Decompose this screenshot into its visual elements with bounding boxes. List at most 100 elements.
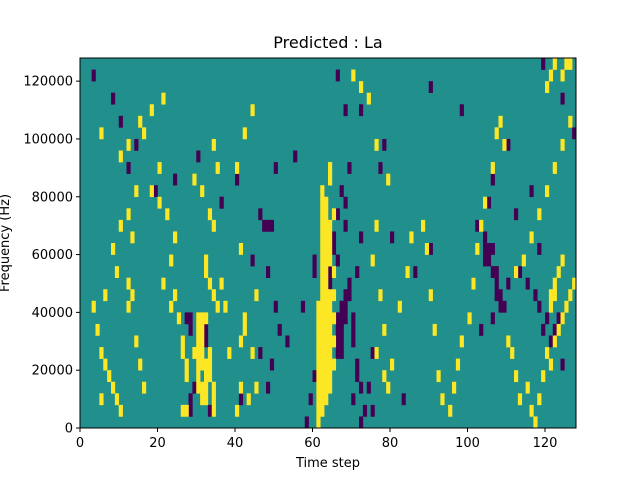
heatmap-cell-high xyxy=(382,323,387,336)
heatmap-cell-low xyxy=(506,138,511,151)
heatmap-cell-high xyxy=(324,266,329,278)
heatmap-cell-high xyxy=(328,312,333,325)
heatmap-cell-high xyxy=(366,92,371,105)
heatmap-cell-low xyxy=(343,300,348,313)
heatmap-cell-low xyxy=(312,370,317,383)
heatmap-cell-high xyxy=(130,289,135,302)
y-tick-label: 60000 xyxy=(32,248,73,263)
heatmap-cell-high xyxy=(324,335,329,348)
heatmap-cell-low xyxy=(517,266,523,278)
heatmap-cell-low xyxy=(192,381,197,394)
plot-frame xyxy=(79,57,577,429)
heatmap-cell-high xyxy=(545,185,550,198)
heatmap-cell-low xyxy=(483,231,488,244)
y-axis-label: Frequency (Hz) xyxy=(0,194,13,292)
heatmap-cell-high xyxy=(103,289,108,302)
heatmap-cell-low xyxy=(537,300,542,313)
heatmap-cell-low xyxy=(359,104,364,117)
heatmap-cell-low xyxy=(335,312,340,325)
heatmap-cell-high xyxy=(138,358,143,371)
heatmap-cell-high xyxy=(204,370,209,383)
heatmap-cell-low xyxy=(204,335,209,348)
heatmap-cell-high xyxy=(238,243,244,255)
heatmap-cell-low xyxy=(428,243,433,255)
heatmap-cell-high xyxy=(204,393,209,406)
heatmap-cell-high xyxy=(560,254,565,267)
heatmap-cell-high xyxy=(320,254,325,267)
heatmap-cell-high xyxy=(374,138,379,151)
heatmap-cell-high xyxy=(560,138,565,151)
heatmap-cell-low xyxy=(514,208,519,221)
heatmap-cell-low xyxy=(343,104,348,117)
heatmap-cell-high xyxy=(328,300,333,313)
heatmap-cell-low xyxy=(331,243,337,255)
heatmap-cell-high xyxy=(324,381,329,394)
heatmap-cell-low xyxy=(328,266,333,278)
heatmap-cell-high xyxy=(545,347,550,359)
heatmap-cell-high xyxy=(552,289,557,302)
heatmap-cell-high xyxy=(556,323,561,336)
heatmap-cell-high xyxy=(421,219,426,232)
heatmap-cell-low xyxy=(335,69,340,82)
heatmap-cell-high xyxy=(378,289,383,302)
heatmap-cell-high xyxy=(192,347,197,359)
heatmap-cell-high xyxy=(316,323,321,336)
heatmap-cell-low xyxy=(339,185,344,198)
heatmap-cell-high xyxy=(324,393,329,406)
heatmap-cell-high xyxy=(324,277,329,290)
heatmap-cell-high xyxy=(324,231,329,244)
heatmap-cell-high xyxy=(324,289,329,302)
heatmap-cell-high xyxy=(200,185,205,198)
heatmap-cell-low xyxy=(359,231,364,244)
heatmap-cell-high xyxy=(568,58,573,70)
heatmap-cell-low xyxy=(506,277,511,290)
heatmap-cell-high xyxy=(525,381,530,394)
heatmap-cell-low xyxy=(335,323,340,336)
heatmap-cell-low xyxy=(312,266,317,278)
heatmap-cell-high xyxy=(320,381,325,394)
x-tick-label: 0 xyxy=(76,436,84,451)
heatmap-cell-high xyxy=(397,300,402,313)
heatmap-cell-high xyxy=(328,370,333,383)
heatmap-cell-high xyxy=(320,277,325,290)
heatmap-cell-low xyxy=(428,81,433,93)
heatmap-cell-high xyxy=(320,370,325,383)
heatmap-cell-high xyxy=(126,300,131,313)
heatmap-cell-high xyxy=(211,393,216,406)
heatmap-cell-low xyxy=(490,173,495,186)
heatmap-cell-high xyxy=(320,266,325,278)
heatmap-cell-low xyxy=(111,92,116,105)
heatmap-cell-high xyxy=(176,312,182,325)
heatmap-cell-high xyxy=(180,347,185,359)
heatmap-cell-high xyxy=(320,358,325,371)
heatmap-cell-high xyxy=(514,370,519,383)
heatmap-cell-low xyxy=(266,266,271,278)
heatmap-cell-low xyxy=(378,162,383,174)
heatmap-cell-high xyxy=(204,358,209,371)
heatmap-cell-high xyxy=(196,358,201,371)
heatmap-cell-low xyxy=(339,300,344,313)
heatmap-cell-high xyxy=(471,277,476,290)
heatmap-cell-high xyxy=(494,127,499,140)
heatmap-cell-high xyxy=(196,323,201,336)
heatmap-cell-low xyxy=(188,312,193,325)
heatmap-cell-high xyxy=(204,381,209,394)
heatmap-cell-low xyxy=(269,358,275,371)
heatmap-cell-high xyxy=(211,381,216,394)
heatmap-cell-low xyxy=(235,173,240,186)
heatmap-cell-high xyxy=(455,358,461,371)
heatmap-cell-high xyxy=(552,335,557,348)
heatmap-cell-high xyxy=(510,347,515,359)
heatmap-cell-low xyxy=(134,138,139,151)
heatmap-cell-high xyxy=(204,266,209,278)
heatmap-cell-high xyxy=(331,289,337,302)
heatmap-cell-high xyxy=(99,393,104,406)
y-axis: 0 20000 40000 60000 80000 100000 120000 xyxy=(23,75,80,437)
heatmap-cell-high xyxy=(552,162,557,174)
heatmap-cell-high xyxy=(568,289,573,302)
heatmap-cell-low xyxy=(490,243,495,255)
heatmap-cell-low xyxy=(483,243,488,255)
heatmap-cell-low xyxy=(545,312,550,325)
heatmap-cell-high xyxy=(548,69,554,82)
